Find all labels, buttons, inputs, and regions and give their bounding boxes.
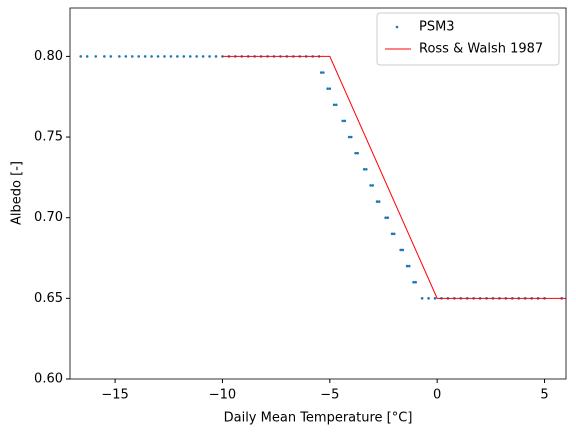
scatter-point <box>94 55 98 58</box>
scatter-point <box>354 151 357 155</box>
x-tick-label: −15 <box>101 388 128 403</box>
scatter-point <box>150 55 153 58</box>
scatter-point <box>188 55 192 58</box>
scatter-point <box>201 55 205 58</box>
scatter-point <box>332 103 336 107</box>
scatter-point <box>369 184 372 187</box>
scatter-point <box>414 280 417 284</box>
scatter-point <box>375 200 379 203</box>
y-tick-label: 0.60 <box>34 372 63 387</box>
scatter-point <box>347 135 351 139</box>
x-tick-label: 5 <box>540 388 548 403</box>
legend-box <box>376 12 560 66</box>
scatter-point <box>343 119 347 123</box>
scatter-point <box>433 297 437 300</box>
scatter-point <box>341 119 344 123</box>
scatter-point <box>412 280 415 284</box>
scatter-point <box>390 232 394 236</box>
scatter-point <box>349 135 353 139</box>
x-axis-label: Daily Mean Temperature [°C] <box>224 411 413 426</box>
y-tick-label: 0.75 <box>34 130 63 145</box>
scatter-point <box>392 232 396 236</box>
scatter-point <box>362 168 366 171</box>
y-tick-label: 0.65 <box>34 291 63 306</box>
scatter-point <box>195 55 198 58</box>
scatter-point <box>401 248 405 252</box>
legend-label: Ross & Walsh 1987 <box>419 42 543 57</box>
line <box>222 55 566 299</box>
scatter-point <box>386 216 390 219</box>
scatter-point <box>124 55 128 58</box>
scatter-point <box>137 55 141 58</box>
scatter-point <box>156 55 160 58</box>
scatter-point <box>427 297 430 300</box>
scatter-point <box>322 71 325 74</box>
y-axis-label: Albedo [-] <box>10 161 25 225</box>
scatter-point <box>85 55 89 58</box>
scatter-point <box>143 55 147 58</box>
scatter-point <box>405 264 409 268</box>
plot-frame <box>69 7 567 380</box>
scatter-point <box>420 297 424 300</box>
scatter-point <box>334 103 338 107</box>
scatter-point <box>182 55 186 58</box>
legend-label: PSM3 <box>419 20 455 35</box>
scatter-point <box>109 55 113 58</box>
scatter-point <box>365 168 368 171</box>
scatter-point <box>319 71 323 74</box>
x-tick-label: 0 <box>433 388 441 403</box>
scatter-point <box>377 200 381 203</box>
scatter-point <box>328 87 332 90</box>
scatter-point <box>79 55 83 58</box>
scatter-point <box>371 184 375 187</box>
scatter-point <box>103 55 106 58</box>
scatter-point <box>208 55 211 58</box>
legend-marker <box>395 25 399 29</box>
scatter-point <box>356 151 360 155</box>
y-tick-label: 0.80 <box>34 49 63 64</box>
scatter-point <box>214 55 218 58</box>
scatter-point <box>407 264 411 268</box>
scatter-point <box>130 55 134 58</box>
scatter-point <box>384 216 387 219</box>
scatter-point <box>399 248 402 252</box>
scatter-point <box>176 55 179 58</box>
scatter-point <box>326 87 329 90</box>
x-tick-label: −10 <box>209 388 236 403</box>
scatter-point <box>118 55 121 58</box>
scatter-point <box>169 55 173 58</box>
x-tick-label: −5 <box>320 388 339 403</box>
scatter-point <box>163 55 166 58</box>
y-tick-label: 0.70 <box>34 210 63 225</box>
